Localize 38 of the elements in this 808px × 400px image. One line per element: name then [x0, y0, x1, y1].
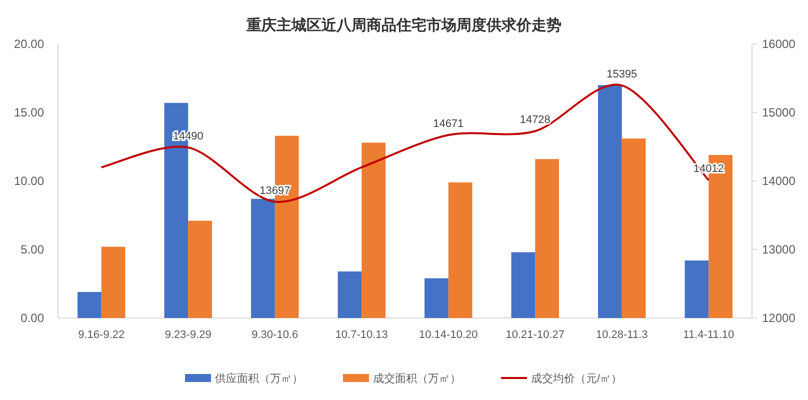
data-label: 14728 — [520, 114, 550, 126]
bar — [101, 246, 126, 318]
x-tick-label: 9.30-10.6 — [252, 329, 298, 341]
legend-label: 供应面积（万㎡） — [215, 372, 303, 385]
x-tick-label: 9.23-9.29 — [164, 329, 212, 341]
y2-tick-label: 13000 — [762, 242, 796, 256]
bar — [78, 292, 102, 318]
y-tick-label: 20.00 — [14, 37, 44, 51]
bar — [598, 85, 622, 318]
legend-label: 成交面积（万㎡） — [373, 372, 461, 385]
y-tick-label: 15.00 — [14, 106, 44, 120]
bar — [424, 278, 448, 318]
bar — [188, 220, 212, 318]
y-tick-label: 0.00 — [20, 311, 44, 325]
y-tick-label: 10.00 — [14, 174, 44, 188]
y2-tick-label: 14000 — [762, 174, 796, 188]
y2-tick-label: 15000 — [762, 106, 796, 120]
bar — [448, 182, 472, 318]
x-tick-label: 10.21-10.27 — [506, 329, 564, 341]
y2-tick-label: 16000 — [762, 37, 796, 51]
y2-tick-label: 12000 — [762, 311, 796, 325]
bar — [362, 142, 386, 318]
bar — [251, 198, 275, 318]
bar — [622, 138, 646, 318]
x-tick-label: 10.7-10.13 — [335, 329, 388, 341]
chart-title: 重庆主城区近八周商品住宅市场周度供求价走势 — [246, 16, 562, 34]
data-label: 15395 — [606, 68, 638, 80]
x-tick-label: 10.14-10.20 — [419, 329, 478, 341]
y-tick-label: 5.00 — [20, 242, 44, 256]
x-tick-label: 11.4-11.10 — [683, 329, 734, 341]
bar — [511, 252, 536, 318]
x-tick-label: 9.16-9.22 — [78, 329, 125, 341]
bar — [535, 159, 559, 318]
bar — [338, 271, 362, 318]
legend-label: 成交均价（元/㎡） — [531, 372, 622, 385]
data-label: 14671 — [433, 118, 464, 130]
x-tick-label: 10.28-11.3 — [596, 329, 648, 341]
bar — [684, 260, 709, 318]
